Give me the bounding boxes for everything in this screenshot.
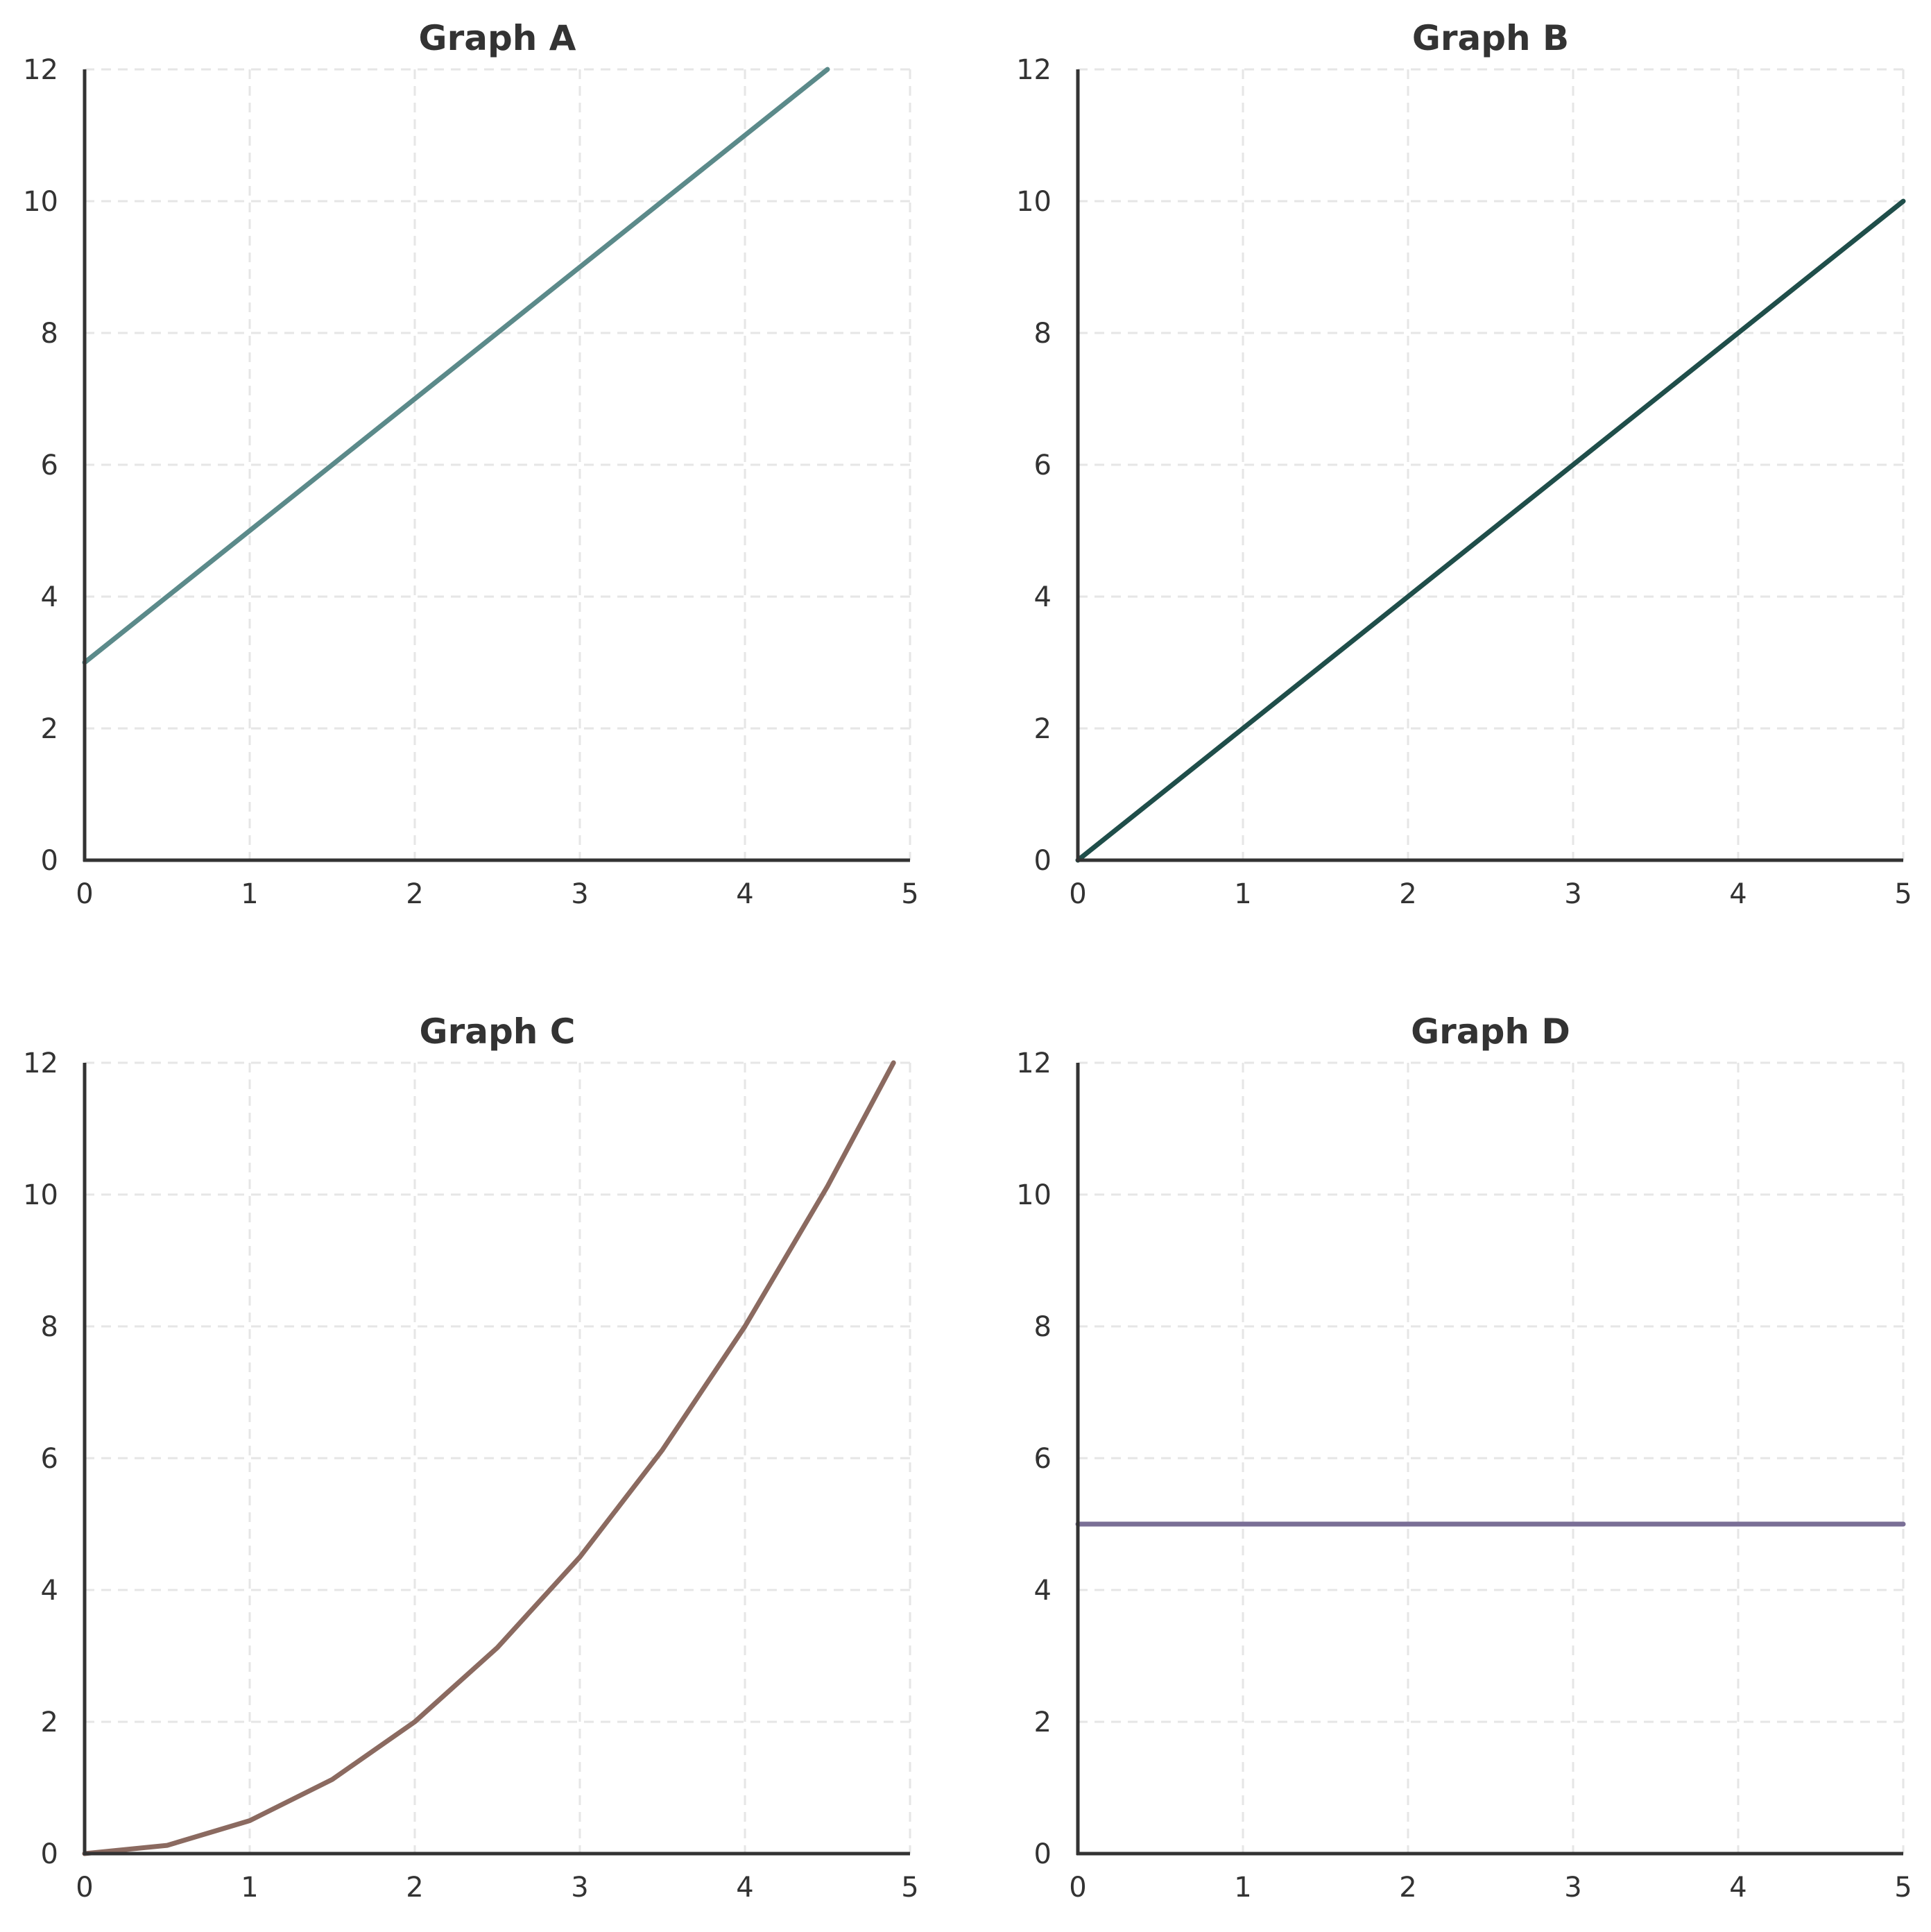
- chart-title: Graph A: [419, 18, 576, 58]
- chart-title: Graph C: [420, 1011, 576, 1052]
- axes: [83, 69, 910, 862]
- y-tick-label: 12: [1016, 54, 1052, 86]
- grid: [1078, 1061, 1905, 1854]
- y-tick-label: 4: [1034, 581, 1052, 613]
- x-tick-label: 3: [571, 1872, 588, 1904]
- x-tick-label: 3: [571, 878, 588, 910]
- y-tick-label: 12: [23, 1048, 58, 1079]
- x-tick-label: 5: [1894, 878, 1912, 910]
- x-tick-label: 3: [1564, 878, 1581, 910]
- x-tick-label: 1: [241, 878, 258, 910]
- y-tick-label: 0: [41, 1838, 58, 1870]
- series-line: [82, 67, 830, 665]
- y-tick-label: 0: [1034, 1838, 1052, 1870]
- series-line: [1075, 198, 1906, 863]
- x-tick-label: 4: [1729, 878, 1747, 910]
- axes: [1076, 69, 1903, 862]
- y-tick-label: 4: [1034, 1575, 1052, 1607]
- series: [82, 1060, 896, 1856]
- x-tick-label: 3: [1564, 1872, 1581, 1904]
- x-tick-label: 5: [1894, 1872, 1912, 1904]
- y-tick-label: 8: [41, 318, 58, 350]
- x-tick-label: 2: [1399, 1872, 1416, 1904]
- y-tick-label: 4: [41, 581, 58, 613]
- y-tick-label: 6: [1034, 450, 1052, 481]
- y-tick-label: 6: [1034, 1443, 1052, 1475]
- y-tick-label: 10: [23, 1179, 58, 1211]
- grid: [85, 68, 911, 860]
- y-tick-label: 8: [41, 1311, 58, 1343]
- series: [82, 67, 830, 665]
- x-tick-label: 2: [1399, 878, 1416, 910]
- y-tick-label: 2: [41, 713, 58, 745]
- grid: [85, 1061, 911, 1854]
- series-line: [82, 1060, 896, 1856]
- grid: [1078, 68, 1905, 860]
- y-tick-label: 6: [41, 450, 58, 481]
- x-tick-label: 1: [1234, 878, 1251, 910]
- y-tick-label: 4: [41, 1575, 58, 1607]
- y-tick-label: 12: [23, 54, 58, 86]
- x-tick-label: 0: [1069, 878, 1086, 910]
- y-tick-label: 10: [1016, 1179, 1052, 1211]
- x-tick-label: 2: [406, 878, 423, 910]
- y-tick-label: 0: [41, 845, 58, 877]
- x-tick-label: 0: [1069, 1872, 1086, 1904]
- x-tick-label: 0: [76, 1872, 93, 1904]
- y-tick-label: 2: [1034, 713, 1052, 745]
- y-tick-label: 2: [41, 1707, 58, 1738]
- x-tick-label: 4: [736, 878, 753, 910]
- y-tick-label: 10: [1016, 186, 1052, 218]
- chart-title: Graph B: [1412, 18, 1569, 58]
- x-tick-label: 5: [901, 1872, 918, 1904]
- y-tick-label: 6: [41, 1443, 58, 1475]
- chart-title: Graph D: [1411, 1011, 1570, 1052]
- axes: [83, 1063, 910, 1856]
- x-tick-label: 1: [241, 1872, 258, 1904]
- axes: [1076, 1063, 1903, 1856]
- x-tick-label: 0: [76, 878, 93, 910]
- x-tick-label: 5: [901, 878, 918, 910]
- y-tick-label: 0: [1034, 845, 1052, 877]
- y-tick-label: 8: [1034, 318, 1052, 350]
- x-tick-label: 4: [1729, 1872, 1747, 1904]
- y-tick-label: 2: [1034, 1707, 1052, 1738]
- series: [1075, 198, 1906, 863]
- y-tick-label: 12: [1016, 1048, 1052, 1079]
- x-tick-label: 2: [406, 1872, 423, 1904]
- x-tick-label: 1: [1234, 1872, 1251, 1904]
- x-tick-label: 4: [736, 1872, 753, 1904]
- y-tick-label: 10: [23, 186, 58, 218]
- y-tick-label: 8: [1034, 1311, 1052, 1343]
